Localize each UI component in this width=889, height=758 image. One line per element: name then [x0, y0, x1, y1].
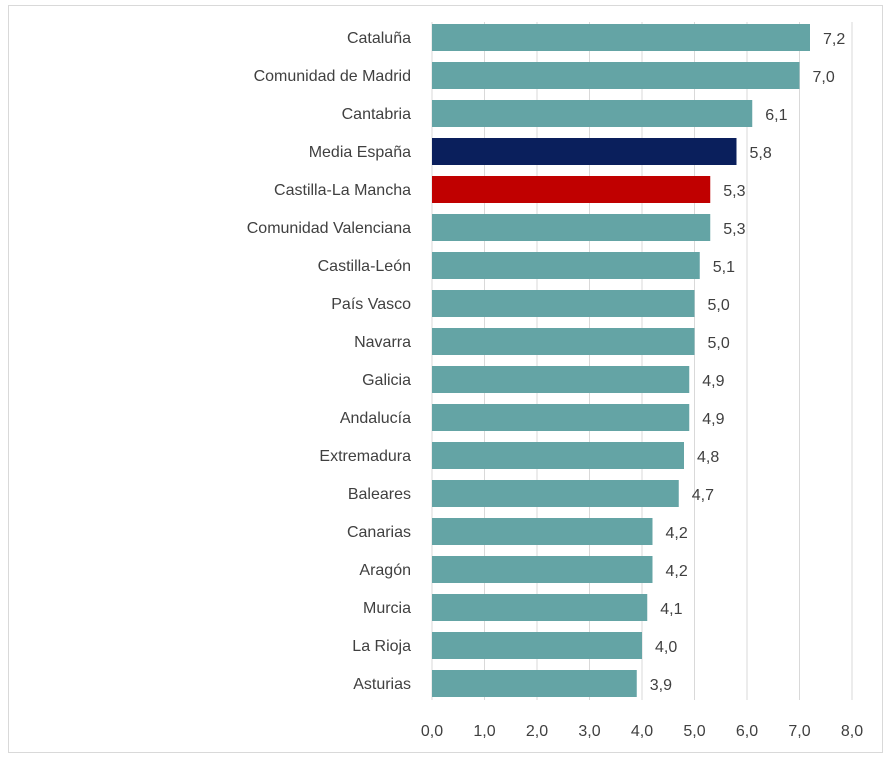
value-labels: 7,2 7,0 6,1 5,8 5,3 5,3 5,1 5,0 5,0 4,9 4,9 4,8 4,7 4…	[650, 31, 846, 694]
bar	[432, 214, 711, 241]
category-label: Baleares	[348, 486, 411, 503]
bar	[432, 556, 653, 583]
category-label: Galicia	[362, 372, 411, 389]
x-tick-label: 0,0	[421, 723, 443, 740]
x-tick-label: 2,0	[526, 723, 548, 740]
bar	[432, 480, 679, 507]
bar	[432, 252, 700, 279]
value-label: 5,3	[723, 221, 745, 238]
x-tick-label: 5,0	[683, 723, 705, 740]
value-label: 5,0	[708, 297, 730, 314]
bar	[432, 176, 711, 203]
value-label: 5,1	[713, 259, 735, 276]
x-tick-label: 6,0	[736, 723, 758, 740]
value-label: 3,9	[650, 677, 672, 694]
x-tick-label: 8,0	[841, 723, 863, 740]
value-label: 4,9	[702, 411, 724, 428]
value-label: 5,8	[750, 145, 772, 162]
value-label: 6,1	[765, 107, 787, 124]
bar	[432, 518, 653, 545]
bar	[432, 670, 637, 697]
x-tick-label: 4,0	[631, 723, 653, 740]
bar	[432, 328, 695, 355]
category-label: Comunidad Valenciana	[247, 220, 411, 237]
bar	[432, 366, 690, 393]
category-label: País Vasco	[331, 296, 411, 313]
bar	[432, 404, 690, 431]
value-label: 4,0	[655, 639, 677, 656]
gridlines	[431, 22, 853, 700]
category-label: Castilla-León	[318, 258, 411, 275]
category-label: Cataluña	[347, 30, 411, 47]
category-label: Castilla-La Mancha	[274, 182, 411, 199]
x-tick-label: 1,0	[473, 723, 495, 740]
category-label: La Rioja	[352, 638, 411, 655]
bars	[432, 24, 810, 697]
value-label: 4,9	[702, 373, 724, 390]
value-label: 7,2	[823, 31, 845, 48]
category-label: Aragón	[359, 562, 411, 579]
value-label: 5,0	[708, 335, 730, 352]
value-label: 4,2	[666, 525, 688, 542]
x-tick-label: 3,0	[578, 723, 600, 740]
bar	[432, 62, 800, 89]
bar	[432, 442, 684, 469]
category-label: Canarias	[347, 524, 411, 541]
category-label: Asturias	[353, 676, 411, 693]
x-axis-tick-labels: 0,0 1,0 2,0 3,0 4,0 5,0 6,0 7,0 8,0	[421, 723, 863, 740]
value-label: 4,7	[692, 487, 714, 504]
value-label: 4,1	[660, 601, 682, 618]
bar	[432, 290, 695, 317]
bar	[432, 100, 753, 127]
value-label: 5,3	[723, 183, 745, 200]
x-tick-label: 7,0	[788, 723, 810, 740]
category-labels: Cataluña Comunidad de Madrid Cantabria Medi…	[247, 30, 411, 693]
category-label: Comunidad de Madrid	[254, 68, 411, 85]
category-label: Navarra	[354, 334, 411, 351]
bar	[432, 24, 810, 51]
value-label: 7,0	[813, 69, 835, 86]
value-label: 4,8	[697, 449, 719, 466]
bar	[432, 594, 648, 621]
category-label: Cantabria	[342, 106, 411, 123]
category-label: Media España	[309, 144, 411, 161]
category-label: Extremadura	[319, 448, 411, 465]
bar	[432, 138, 737, 165]
value-label: 4,2	[666, 563, 688, 580]
category-label: Murcia	[363, 600, 411, 617]
bar	[432, 632, 642, 659]
category-label: Andalucía	[340, 410, 411, 427]
